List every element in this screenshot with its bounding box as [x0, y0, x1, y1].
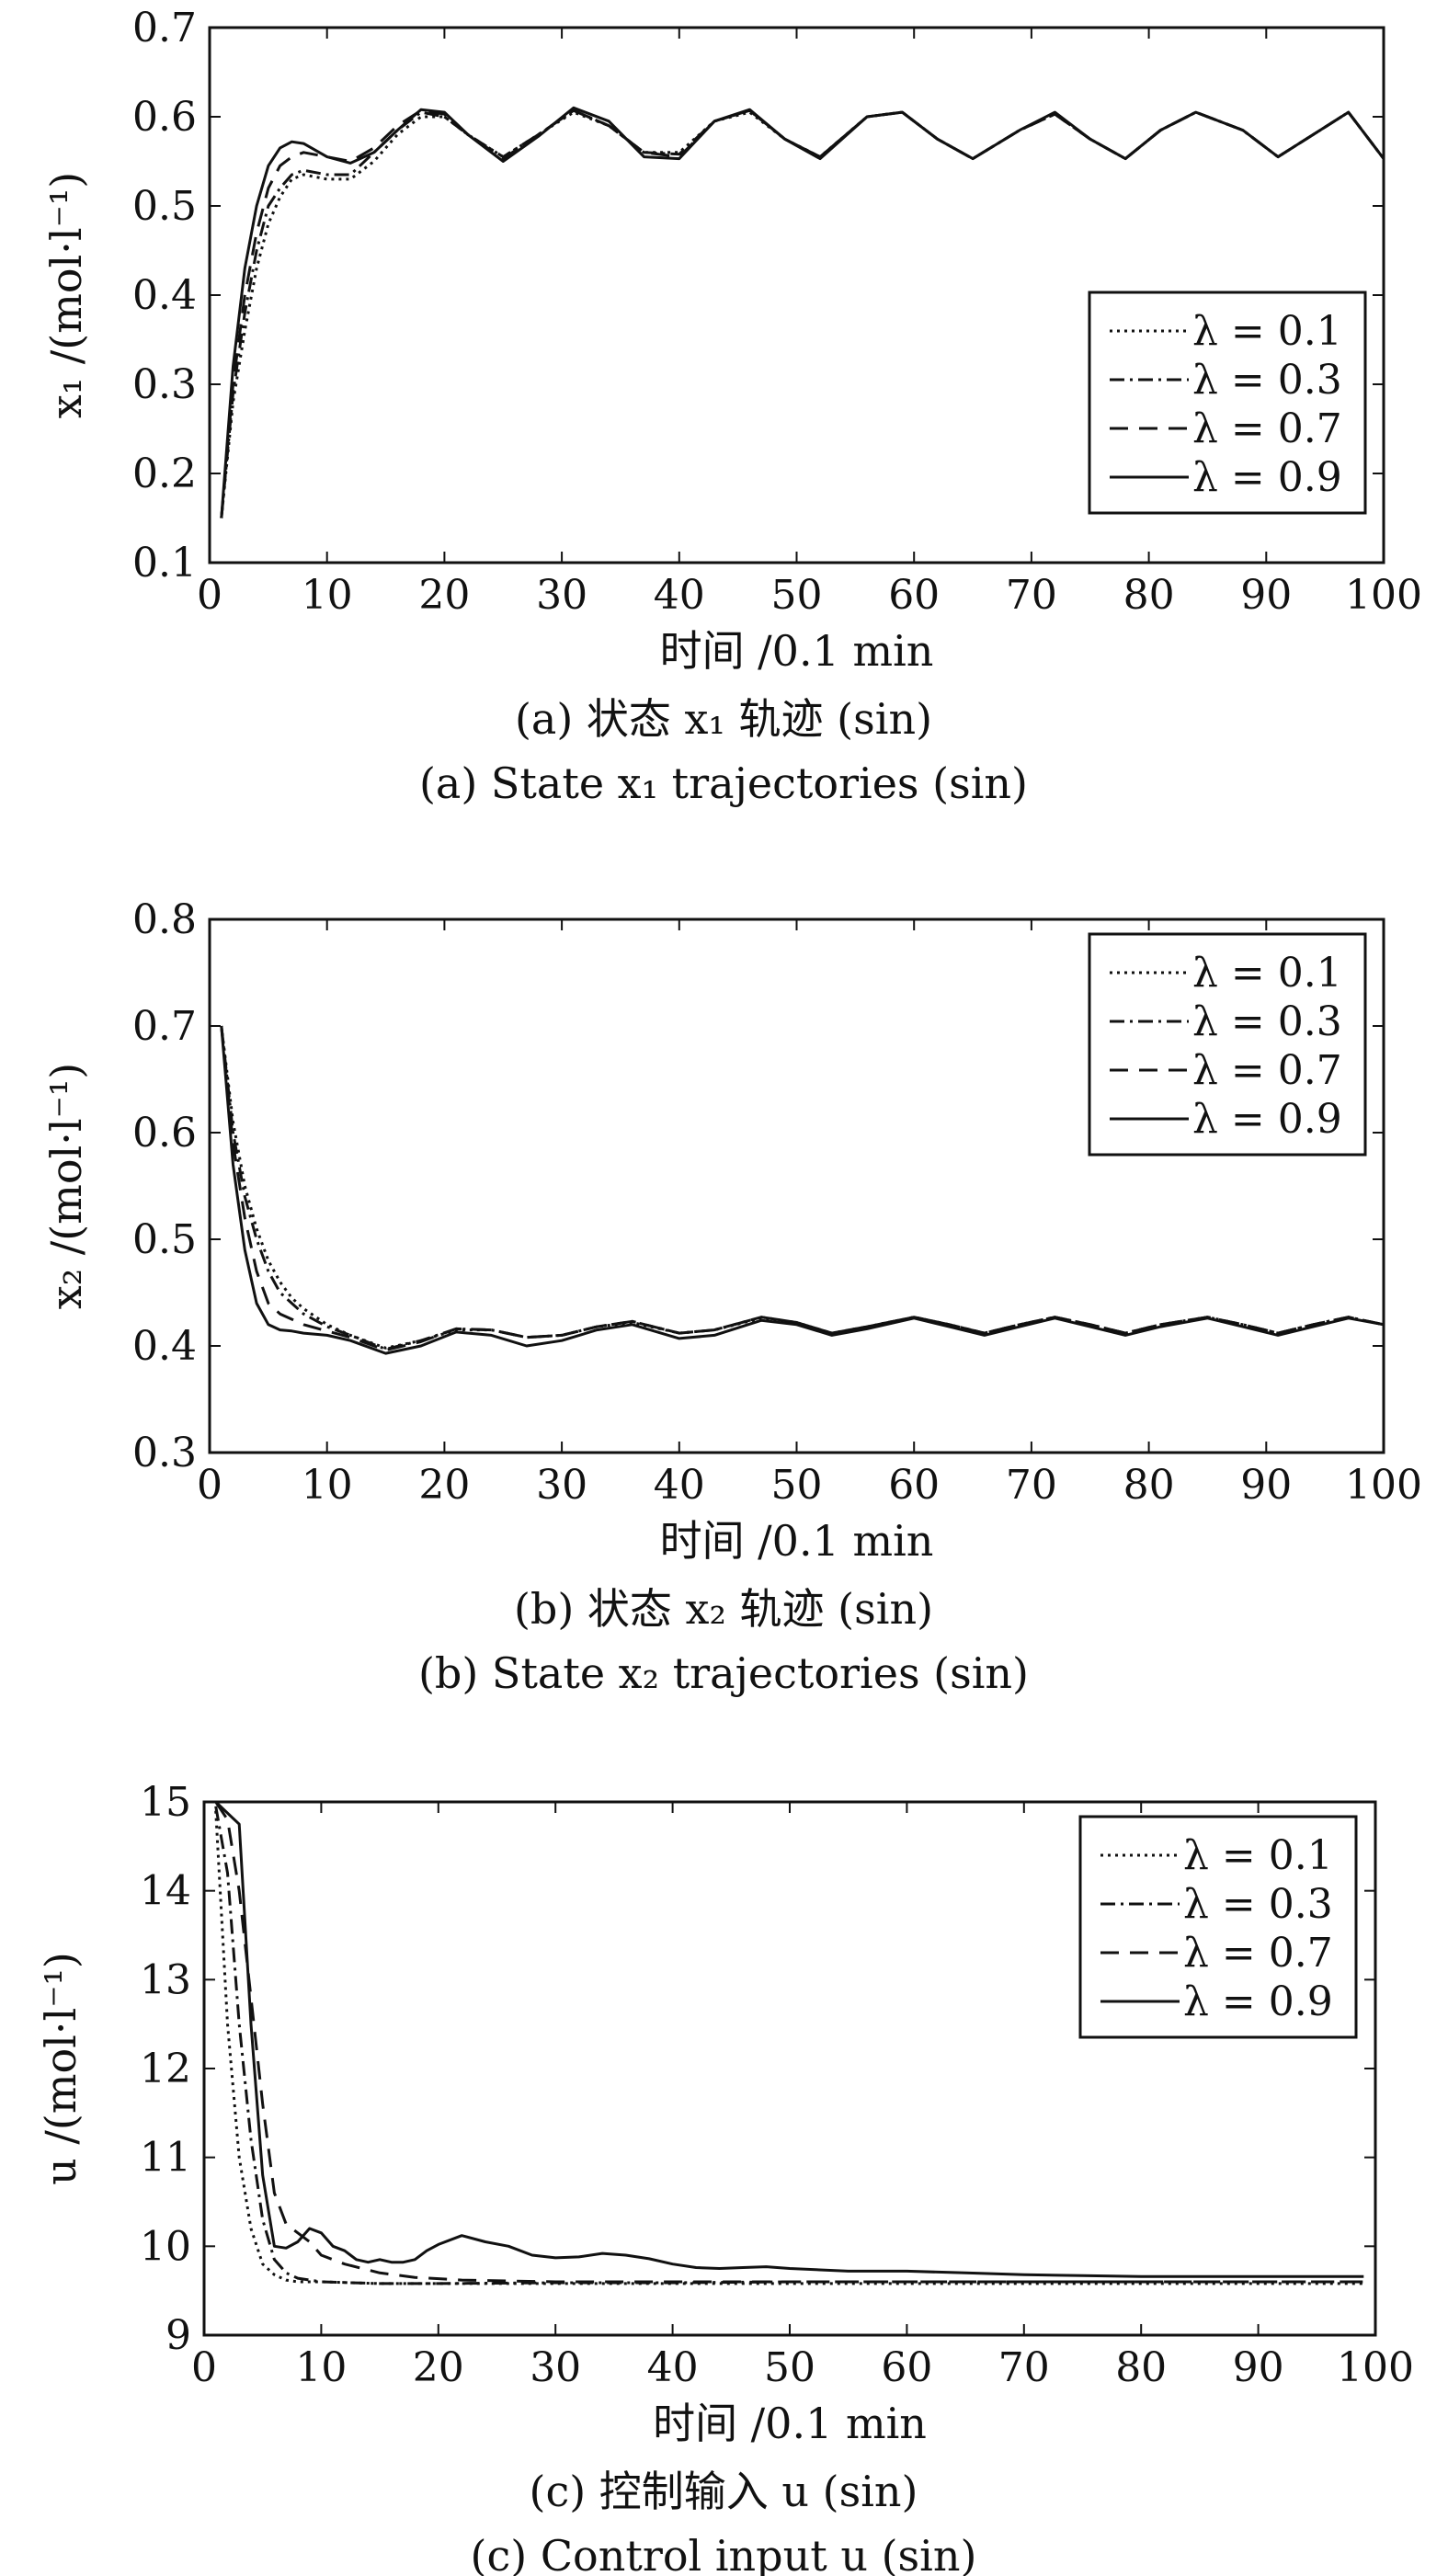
y-tick-label: 9 — [165, 2312, 191, 2359]
legend-label-3: λ = 0.7 — [1192, 405, 1342, 452]
x-tick-label: 90 — [1240, 572, 1292, 619]
series-line-2 — [220, 1025, 1384, 1351]
y-tick-label: 0.1 — [132, 540, 197, 587]
x-tick-label: 0 — [197, 1462, 222, 1509]
x-tick-label: 0 — [197, 572, 222, 619]
y-tick-label: 0.6 — [132, 94, 197, 141]
y-tick-label: 0.4 — [132, 1323, 197, 1370]
legend-label-3: λ = 0.7 — [1192, 1047, 1342, 1094]
y-tick-label: 10 — [140, 2223, 191, 2270]
x-tick-label: 50 — [771, 572, 823, 619]
x-tick-label: 70 — [1006, 1462, 1057, 1509]
x-tick-label: 80 — [1115, 2344, 1167, 2391]
x-tick-label: 40 — [654, 1462, 705, 1509]
x-tick-label: 80 — [1123, 572, 1175, 619]
x-axis-title: 时间 /0.1 min — [660, 1516, 934, 1566]
figure-a: 0 10 20 30 40 50 60 70 80 90 100 0.1 0.2 0.3 0.4 0.5 0.6… — [0, 0, 1448, 827]
legend-label-2: λ = 0.3 — [1192, 998, 1342, 1045]
legend: λ = 0.1λ = 0.3λ = 0.7λ = 0.9 — [1088, 932, 1367, 1157]
series-line-3 — [214, 1802, 1364, 2284]
x-tick-label: 50 — [771, 1462, 823, 1509]
legend-label-2: λ = 0.3 — [1192, 357, 1342, 404]
y-tick-label: 0.6 — [132, 1110, 197, 1157]
x-tick-label: 10 — [302, 1462, 353, 1509]
y-axis-title: x₂ /(mol·l⁻¹) — [41, 1063, 91, 1309]
x-tick-label: 70 — [1006, 572, 1057, 619]
y-tick-label: 0.5 — [132, 183, 197, 230]
x-tick-label: 10 — [295, 2344, 347, 2391]
x-tick-label: 90 — [1233, 2344, 1284, 2391]
legend-label-4: λ = 0.9 — [1192, 454, 1342, 501]
x-tick-label: 90 — [1240, 1462, 1292, 1509]
caption-cn: (c) 控制输入 u (sin) — [530, 2467, 918, 2516]
x-tick-label: 60 — [888, 1462, 940, 1509]
x-tick-label: 20 — [418, 1462, 470, 1509]
series-line-1 — [214, 1810, 1364, 2285]
x-tick-label: 30 — [530, 2344, 581, 2391]
x-tick-label: 60 — [881, 2344, 932, 2391]
x-tick-label: 40 — [647, 2344, 699, 2391]
chart-b-svg: 0 10 20 30 40 50 60 70 80 90 100 0.3 0.4 0.5 0.6 0.7 0.8… — [41, 896, 1422, 1698]
y-tick-label: 0.4 — [132, 272, 197, 319]
x-tick-label: 70 — [998, 2344, 1050, 2391]
legend-label-1: λ = 0.1 — [1183, 1832, 1333, 1879]
series-line-4 — [214, 1802, 1364, 2278]
legend-label-2: λ = 0.3 — [1183, 1881, 1333, 1928]
x-tick-label: 80 — [1123, 1462, 1175, 1509]
x-axis-title: 时间 /0.1 min — [653, 2399, 927, 2448]
x-tick-label: 100 — [1337, 2344, 1414, 2391]
y-tick-label: 0.3 — [132, 361, 197, 408]
caption-en: (b) State x₂ trajectories (sin) — [418, 1648, 1029, 1698]
y-tick-label: 0.2 — [132, 450, 197, 497]
figure-c: 0 10 20 30 40 50 60 70 80 90 100 9 10 11 12 13 14 15 时间 /0… — [0, 1765, 1448, 2576]
x-tick-label: 40 — [654, 572, 705, 619]
caption-en: (a) State x₁ trajectories (sin) — [419, 758, 1028, 808]
x-tick-label: 60 — [888, 572, 940, 619]
y-tick-label: 0.7 — [132, 5, 197, 51]
x-tick-label: 10 — [302, 572, 353, 619]
y-tick-label: 14 — [140, 1868, 191, 1915]
x-tick-label: 30 — [536, 572, 587, 619]
legend-label-3: λ = 0.7 — [1183, 1930, 1333, 1977]
series-line-2 — [214, 1806, 1364, 2285]
x-tick-label: 20 — [418, 572, 470, 619]
y-tick-label: 0.3 — [132, 1430, 197, 1476]
y-tick-label: 0.8 — [132, 896, 197, 943]
x-tick-label: 30 — [536, 1462, 587, 1509]
series-line-3 — [220, 108, 1384, 519]
x-tick-label: 20 — [413, 2344, 464, 2391]
figure-b: 0 10 20 30 40 50 60 70 80 90 100 0.3 0.4 0.5 0.6 0.7 0.8… — [0, 883, 1448, 1710]
x-axis-title: 时间 /0.1 min — [660, 626, 934, 676]
y-tick-label: 0.7 — [132, 1003, 197, 1050]
series-line-4 — [220, 1025, 1384, 1355]
x-tick-label: 100 — [1345, 572, 1422, 619]
caption-cn: (b) 状态 x₂ 轨迹 (sin) — [514, 1584, 933, 1634]
caption-cn: (a) 状态 x₁ 轨迹 (sin) — [515, 694, 932, 744]
y-tick-label: 13 — [140, 1956, 191, 2003]
x-tick-label: 100 — [1345, 1462, 1422, 1509]
y-axis-title: x₁ /(mol·l⁻¹) — [41, 172, 91, 418]
x-tick-label: 0 — [191, 2344, 217, 2391]
legend-label-4: λ = 0.9 — [1192, 1096, 1342, 1143]
legend: λ = 0.1λ = 0.3λ = 0.7λ = 0.9 — [1088, 291, 1367, 515]
y-tick-label: 11 — [140, 2135, 191, 2182]
legend: λ = 0.1λ = 0.3λ = 0.7λ = 0.9 — [1078, 1815, 1358, 2039]
y-tick-label: 0.5 — [132, 1216, 197, 1263]
series-line-4 — [220, 106, 1384, 519]
chart-a-svg: 0 10 20 30 40 50 60 70 80 90 100 0.1 0.2 0.3 0.4 0.5 0.6… — [41, 5, 1422, 808]
y-tick-label: 15 — [140, 1779, 191, 1826]
x-tick-label: 50 — [764, 2344, 815, 2391]
y-axis-title: u /(mol·l⁻¹) — [36, 1952, 86, 2185]
caption-en: (c) Control input u (sin) — [471, 2531, 977, 2576]
legend-label-1: λ = 0.1 — [1192, 950, 1342, 997]
y-tick-label: 12 — [140, 2046, 191, 2092]
legend-label-4: λ = 0.9 — [1183, 1978, 1333, 2025]
legend-label-1: λ = 0.1 — [1192, 308, 1342, 355]
chart-c-svg: 0 10 20 30 40 50 60 70 80 90 100 9 10 11 12 13 14 15 时间 /0… — [36, 1779, 1414, 2576]
